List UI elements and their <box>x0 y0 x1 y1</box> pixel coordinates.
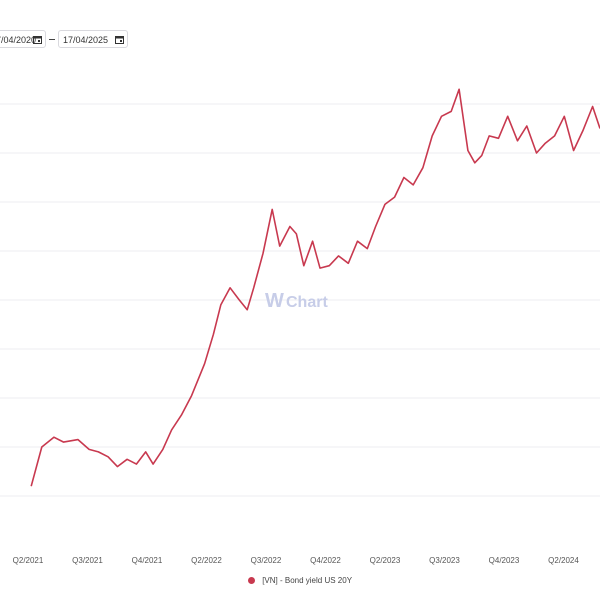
legend-label: [VN] - Bond yield US 20Y <box>262 576 353 585</box>
x-axis-ticks: Q2/2021 Q3/2021 Q4/2021 Q2/2022 Q3/2022 Q4/20… <box>13 556 580 565</box>
chart-grid <box>0 103 600 497</box>
x-tick-label: Q4/2021 <box>132 556 163 565</box>
start-date-input[interactable]: 17/04/2020 <box>0 30 46 48</box>
legend-marker <box>247 577 255 584</box>
end-date-input[interactable]: 17/04/2025 <box>58 30 128 48</box>
end-date-value: 17/04/2025 <box>63 35 109 45</box>
x-tick-label: Q3/2022 <box>251 556 282 565</box>
x-tick-label: Q4/2023 <box>489 556 520 565</box>
watermark-text: Chart <box>286 294 328 311</box>
watermark-mark: W <box>265 290 284 312</box>
x-tick-label: Q3/2023 <box>429 556 460 565</box>
series-layer <box>30 88 600 487</box>
wichart-watermark: W Chart <box>265 290 328 312</box>
chart-legend[interactable]: [VN] - Bond yield US 20Y <box>0 576 600 585</box>
x-tick-label: Q4/2022 <box>310 556 341 565</box>
calendar-icon[interactable] <box>33 35 42 44</box>
x-tick-label: Q2/2022 <box>191 556 222 565</box>
start-date-value: 17/04/2020 <box>0 35 37 45</box>
x-tick-label: Q2/2023 <box>370 556 401 565</box>
calendar-icon[interactable] <box>115 35 124 44</box>
x-tick-label: Q3/2021 <box>72 556 103 565</box>
x-tick-label: Q2/2024 <box>548 556 579 565</box>
series-line-bond-yield <box>30 88 600 487</box>
x-tick-label: Q2/2021 <box>13 556 44 565</box>
date-range-separator <box>49 39 55 40</box>
